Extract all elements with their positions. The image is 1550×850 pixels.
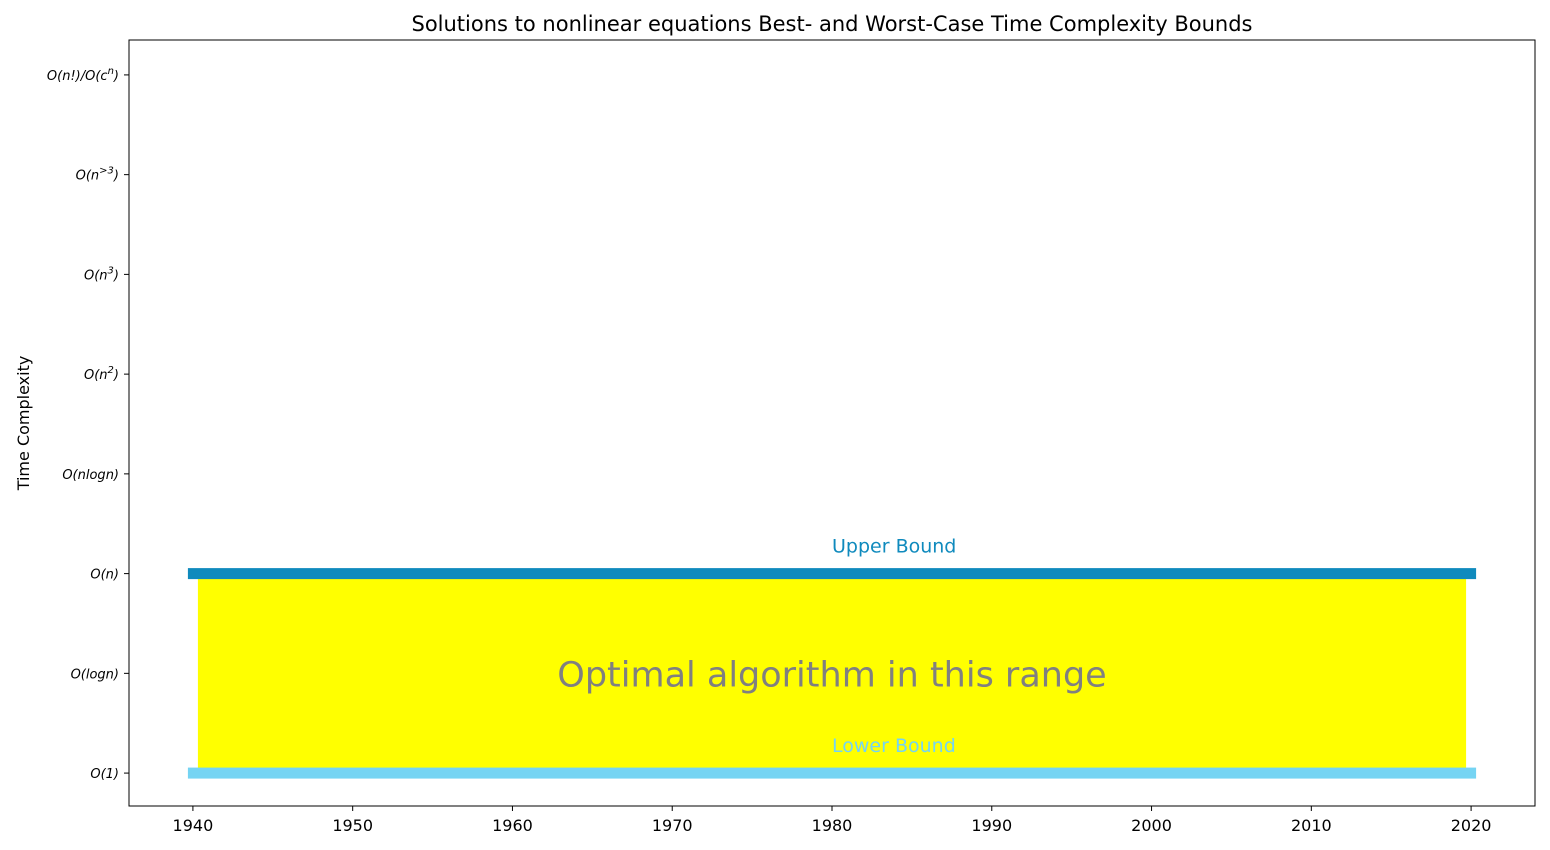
y-tick-label: O(n3)	[84, 265, 119, 283]
y-tick-label: O(n2)	[84, 365, 119, 383]
y-tick-label: O(nlogn)	[62, 468, 119, 483]
x-tick-label: 1950	[332, 816, 373, 835]
y-tick-label: O(n)	[90, 568, 119, 583]
upper-bound-label: Upper Bound	[832, 536, 956, 558]
optimal-range-region	[197, 577, 1467, 770]
x-tick-label: 1940	[173, 816, 214, 835]
optimal-range-label: Optimal algorithm in this range	[557, 655, 1106, 695]
plot-area: Upper Bound Lower Bound Optimal algorithm …	[187, 536, 1477, 779]
y-tick-label: O(n!)/O(cn)	[47, 66, 119, 84]
y-axis-ticks: O(1) O(logn) O(n) O(nlogn) O(n2) O(n3) O(n>3) O…	[47, 66, 129, 782]
lower-bound-label: Lower Bound	[832, 735, 956, 757]
x-tick-label: 1970	[652, 816, 693, 835]
upper-bound-line	[187, 568, 1477, 580]
x-tick-label: 1960	[492, 816, 533, 835]
x-tick-label: 2020	[1451, 816, 1492, 835]
y-tick-label: O(n>3)	[76, 166, 119, 184]
y-tick-label: O(1)	[90, 767, 119, 782]
plot-frame	[128, 39, 1536, 807]
y-tick-label: O(logn)	[71, 667, 119, 682]
x-tick-label: 2000	[1131, 816, 1172, 835]
x-tick-label: 1980	[812, 816, 853, 835]
y-axis-label: Time Complexity	[14, 356, 33, 492]
x-tick-label: 1990	[971, 816, 1012, 835]
lower-bound-line	[187, 767, 1477, 779]
x-tick-label: 2010	[1291, 816, 1332, 835]
x-axis-ticks: 1940 1950 1960 1970 1980 1990 2000 2010 2020	[173, 806, 1492, 835]
chart-title: Solutions to nonlinear equations Best- a…	[411, 12, 1252, 36]
